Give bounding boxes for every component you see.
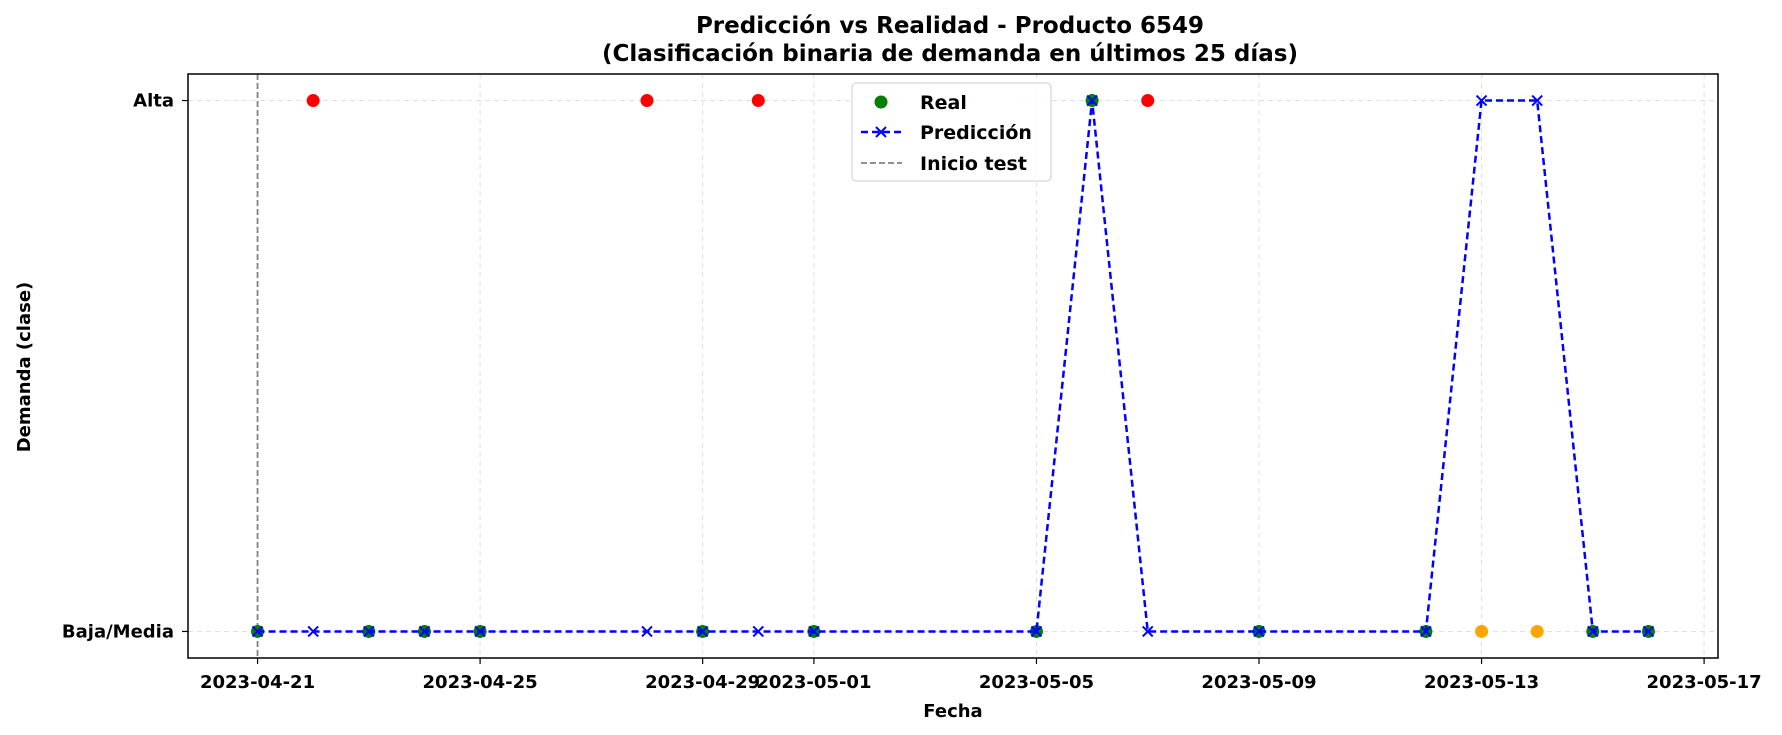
legend-prediction-marker (875, 126, 887, 138)
real-point (1475, 624, 1489, 638)
prediction-marker (251, 625, 264, 638)
x-tick-label: 2023-05-17 (1647, 672, 1762, 693)
x-tick-label: 2023-04-29 (645, 672, 760, 693)
prediction-marker (1642, 625, 1655, 638)
prediction-marker (1475, 94, 1488, 107)
prediction-marker (752, 625, 764, 638)
prediction-marker (1142, 625, 1154, 638)
x-tick-label: 2023-04-21 (200, 672, 315, 693)
prediction-marker (1253, 625, 1265, 638)
x-axis-label: Fecha (923, 701, 982, 722)
data-layer (251, 74, 1655, 658)
chart-title: Predicción vs Realidad - Producto 6549 (696, 13, 1204, 39)
legend-box (851, 82, 1052, 182)
real-point (1141, 94, 1155, 108)
prediction-marker (1086, 94, 1098, 107)
y-axis-label: Demanda (clase) (14, 282, 35, 453)
x-tick-label: 2023-04-25 (423, 672, 538, 693)
y-tick-label: Baja/Media (62, 621, 174, 642)
prediction-marker (1030, 625, 1043, 638)
prediction-marker (696, 625, 709, 638)
real-point (306, 94, 320, 108)
legend-real-marker (874, 95, 888, 109)
prediction-marker (474, 625, 486, 638)
x-tick-label: 2023-05-05 (979, 672, 1094, 693)
plot-frame (187, 73, 1719, 659)
prediction-marker (641, 625, 653, 638)
prediction-line (257, 99, 1649, 633)
prediction-marker (1420, 625, 1432, 638)
chart-subtitle: (Clasificación binaria de demanda en últ… (602, 41, 1298, 67)
prediction-marker (1587, 625, 1599, 638)
legend-real-label: Real (920, 92, 967, 114)
prediction-marker (1531, 94, 1543, 107)
prediction-marker (808, 625, 820, 638)
legend-test-start-label: Inicio test (920, 153, 1027, 175)
real-point (640, 94, 654, 108)
x-tick-label: 2023-05-13 (1424, 672, 1539, 693)
real-point (751, 94, 765, 108)
prediction-marker (363, 625, 375, 638)
real-point (1530, 624, 1544, 638)
x-tick-label: 2023-05-01 (756, 672, 871, 693)
prediction-marker (307, 625, 319, 638)
legend-prediction-label: Predicción (920, 122, 1032, 144)
y-tick-label: Alta (133, 91, 174, 112)
x-tick-label: 2023-05-09 (1201, 672, 1316, 693)
legend: Real Predicción Inicio test (851, 82, 1052, 182)
prediction-marker (418, 625, 431, 638)
axis-layer: 2023-04-21 2023-04-25 2023-04-292023-05-01… (62, 91, 1762, 693)
